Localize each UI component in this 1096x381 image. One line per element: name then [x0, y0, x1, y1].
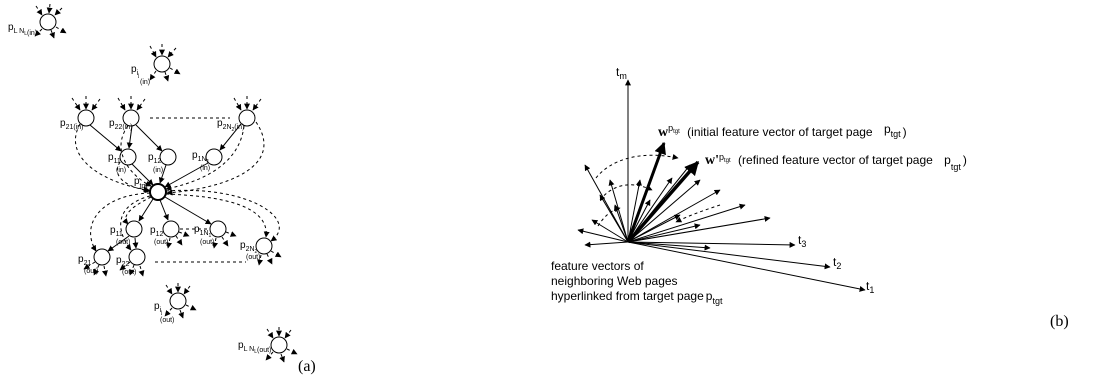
- node-ptgt: [149, 183, 167, 201]
- label-pLN-out: pL NL(out): [238, 340, 271, 355]
- svg-text:wptgt (initial feature: wptgt (initial feature vector of target …: [658, 122, 907, 140]
- svg-text:pij: pij: [154, 301, 162, 316]
- svg-text:(out): (out): [122, 269, 136, 276]
- label-p2N-out: p2N2 (out): [240, 240, 260, 261]
- svg-text:p1N1: p1N1: [192, 150, 210, 165]
- svg-text:(out): (out): [116, 239, 130, 246]
- svg-text:p21: p21: [78, 254, 91, 267]
- svg-text:p2N2(in): p2N2(in): [217, 118, 244, 133]
- label-p11-out: p11 (out): [110, 225, 130, 246]
- axis-label-t1: t1: [866, 279, 874, 295]
- svg-text:pL NL(in): pL NL(in): [8, 22, 37, 37]
- label-p22-in: p22(in): [109, 118, 132, 131]
- svg-text:p22(in): p22(in): [109, 118, 132, 131]
- panel-a-graph: pL NL(in) pij (in) p21(in) p22(in) p2N2(…: [8, 3, 316, 375]
- label-ptgt: ptgt: [134, 176, 147, 190]
- label-p12-out: p12 (out): [150, 225, 168, 246]
- neighbor-vectors-note: feature vectors of neighboring Web pages…: [551, 259, 723, 306]
- svg-text:p12: p12: [148, 152, 161, 165]
- label-p21-in: p21(in): [60, 118, 83, 131]
- arc-left: [597, 206, 621, 227]
- label-p12-in: p12 (in): [148, 152, 163, 174]
- node-p12-in: [159, 148, 177, 166]
- axis-label-tm: tm: [616, 65, 627, 81]
- svg-text:(out): (out): [246, 254, 260, 261]
- svg-text:(out): (out): [160, 317, 174, 324]
- svg-text:(out): (out): [200, 239, 214, 246]
- svg-text:(in): (in): [140, 79, 150, 86]
- node-p22-in: [117, 96, 146, 127]
- axis-t1: [627, 241, 866, 292]
- node-p11-out: [125, 220, 143, 238]
- svg-text:p1N1: p1N1: [194, 224, 212, 239]
- arc-inner: [599, 184, 653, 201]
- initial-feature-vector: [626, 141, 666, 243]
- label-p22-out: p22 (out): [116, 255, 136, 276]
- svg-text:pij: pij: [131, 64, 139, 79]
- node-p21-in: [71, 96, 101, 127]
- svg-text:neighboring Web pages: neighboring Web pages: [551, 274, 678, 288]
- node-pLN-out: [265, 327, 298, 363]
- svg-text:p11: p11: [110, 225, 123, 238]
- refined-feature-vector: [626, 160, 700, 244]
- label-pi-in: pij (in): [131, 64, 150, 86]
- node-p22-out: [119, 248, 146, 277]
- svg-text:p12: p12: [150, 225, 163, 238]
- panel-b-vectors: tm t3 t2 t1 wptgt (initial feature vecto…: [551, 65, 1069, 330]
- svg-text:ptgt: ptgt: [134, 176, 147, 190]
- node-p2N-out: [255, 237, 282, 266]
- svg-text:p22: p22: [116, 255, 129, 268]
- svg-text:(in): (in): [200, 165, 210, 172]
- svg-text:p21(in): p21(in): [60, 118, 83, 131]
- node-p1N-out: [209, 220, 237, 249]
- node-p11-in: [119, 148, 137, 166]
- refined-vector-label: w'ptgt (refined feature vector of target…: [705, 151, 967, 172]
- svg-text:p11: p11: [108, 152, 121, 165]
- svg-text:(in): (in): [116, 167, 126, 174]
- neighbor-vectors: [577, 164, 771, 251]
- node-pLN-in: [34, 3, 67, 39]
- node-pi-in: [149, 44, 181, 82]
- axis-label-t3: t3: [798, 233, 806, 249]
- axis-t3: [627, 241, 796, 248]
- label-p1N-out: p1N1 (out): [194, 224, 214, 246]
- svg-text:(out): (out): [84, 268, 98, 275]
- arc-right: [675, 204, 721, 223]
- node-p2N-in: [233, 96, 262, 127]
- axis-label-t2: t2: [833, 255, 841, 271]
- arc-outer: [595, 153, 679, 179]
- svg-text:(in): (in): [153, 167, 163, 174]
- svg-text:p2N2: p2N2: [240, 240, 258, 255]
- caption-b: (b): [1050, 313, 1069, 330]
- initial-vector-label: wptgt (initial feature vector of target …: [658, 122, 907, 140]
- axis-t2: [627, 241, 831, 270]
- node-p12-out: [162, 220, 190, 249]
- svg-text:pL NL(out): pL NL(out): [238, 340, 271, 355]
- label-pLN-in: pL NL(in): [8, 22, 37, 37]
- caption-a: (a): [298, 358, 316, 375]
- svg-text:feature vectors of: feature vectors of: [551, 259, 644, 273]
- label-p2N-in: p2N2(in): [217, 118, 244, 133]
- label-p1N-in: p1N1 (in): [192, 150, 210, 172]
- node-p1N-in: [205, 148, 223, 166]
- svg-text:w'ptgt (refined featur: w'ptgt (refined feature vector of target…: [705, 151, 967, 172]
- svg-text:(out): (out): [154, 239, 168, 246]
- node-p21-out: [83, 248, 111, 277]
- label-p21-out: p21 (out): [78, 254, 98, 275]
- node-pi-out: [164, 283, 197, 319]
- label-pi-out: pij (out): [154, 301, 174, 324]
- label-p11-in: p11 (in): [108, 152, 126, 174]
